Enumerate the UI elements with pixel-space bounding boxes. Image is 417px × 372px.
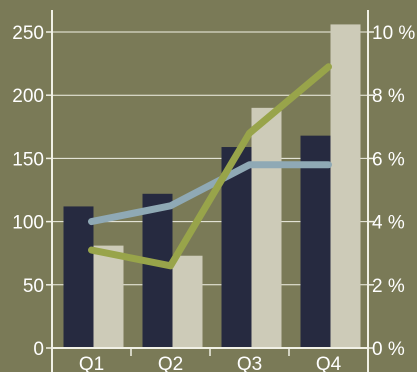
axes [46, 10, 374, 372]
bar [330, 24, 361, 348]
y-left-tick-label: 50 [23, 276, 44, 297]
x-tick-label: Q2 [158, 354, 183, 372]
y-right-tick-label: 0 % [372, 339, 405, 360]
tick-labels: 0 50 100 150 200 250 0 % 2 % 4 % 6 % 8 % 10 % Q1 Q2 Q3… [12, 23, 415, 372]
lines [88, 63, 332, 270]
y-left-tick-label: 250 [12, 23, 44, 44]
y-left-tick-label: 100 [12, 213, 44, 234]
bar [63, 206, 94, 348]
x-tick-label: Q4 [316, 354, 342, 372]
bar [93, 245, 124, 348]
series-line [88, 63, 332, 270]
x-tick-label: Q3 [237, 354, 262, 372]
x-tick-label: Q1 [79, 354, 104, 372]
y-left-tick-label: 150 [12, 149, 44, 170]
y-right-tick-label: 4 % [372, 213, 405, 234]
y-right-tick-label: 8 % [372, 86, 405, 107]
bars [63, 24, 361, 348]
y-right-tick-label: 2 % [372, 276, 405, 297]
bar [251, 107, 282, 348]
y-left-tick-label: 0 [33, 339, 44, 360]
y-left-tick-label: 200 [12, 86, 44, 107]
y-right-tick-label: 6 % [372, 149, 405, 170]
y-right-tick-label: 10 % [372, 23, 415, 44]
series-line [88, 161, 332, 226]
bar [142, 193, 173, 348]
bar [300, 135, 331, 348]
bar [172, 255, 203, 348]
